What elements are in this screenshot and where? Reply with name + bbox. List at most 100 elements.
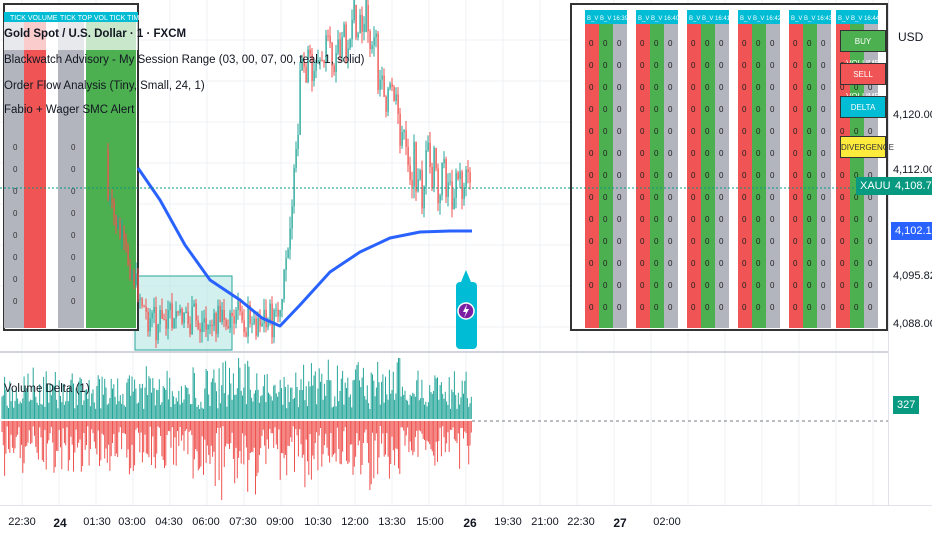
table-column — [715, 24, 729, 328]
table-column — [701, 24, 715, 328]
table-cell: 0 — [617, 303, 622, 312]
candle-body — [245, 332, 247, 337]
table-cell: 0 — [654, 215, 659, 224]
table-cell: 0 — [807, 149, 812, 158]
table-cell: 0 — [640, 127, 645, 136]
candle-body — [395, 94, 397, 101]
left-table-cell: 0 — [13, 143, 18, 152]
candle-body — [399, 113, 401, 146]
table-cell: 0 — [705, 149, 710, 158]
candle-body — [413, 142, 415, 187]
table-header: B_V B_V 16:39 — [587, 16, 629, 22]
candle-body — [291, 206, 293, 229]
table-cell: 0 — [742, 83, 747, 92]
table-cell: 0 — [742, 281, 747, 290]
time-label: 06:00 — [192, 516, 220, 528]
table-cell: 0 — [668, 171, 673, 180]
candle-body — [271, 303, 273, 338]
price-axis[interactable]: 4,120.00 4,112.00 4,095.82 4,088.00 — [888, 0, 932, 505]
candle-body — [109, 199, 111, 201]
left-table-cell: 0 — [71, 275, 76, 284]
table-cell: 0 — [603, 61, 608, 70]
price-label: 4,112.00 — [893, 164, 932, 176]
candle-body — [177, 311, 179, 313]
indicator-order-flow[interactable]: Order Flow Analysis (Tiny, Small, 24, 1) — [4, 80, 205, 92]
table-cell: 0 — [640, 149, 645, 158]
left-table-cell: 0 — [13, 253, 18, 262]
candle-body — [405, 130, 407, 147]
symbol-title[interactable]: Gold Spot / U.S. Dollar · 1 · FXCM — [4, 28, 187, 40]
candle-body — [465, 169, 467, 188]
table-cell: 0 — [793, 237, 798, 246]
candle-body — [163, 318, 165, 320]
candle-body — [129, 264, 131, 279]
time-axis[interactable]: 22:30 24 01:30 03:00 04:30 06:00 07:30 0… — [0, 505, 932, 551]
indicator-session-range[interactable]: Blackwatch Advisory - My Session Range (… — [4, 54, 365, 66]
candle-body — [357, 33, 359, 38]
candle-body — [197, 320, 199, 329]
left-table-cell: 0 — [71, 253, 76, 262]
table-cell: 0 — [640, 303, 645, 312]
candle-body — [227, 326, 229, 329]
table-cell: 0 — [756, 83, 761, 92]
table-cell: 0 — [807, 259, 812, 268]
time-label: 22:30 — [567, 516, 595, 528]
candle-body — [459, 171, 461, 179]
last-price-badge: 4,108.70 — [891, 177, 932, 195]
candle-body — [411, 180, 413, 187]
table-cell: 0 — [756, 105, 761, 114]
table-cell: 0 — [756, 259, 761, 268]
left-table-cell: 0 — [13, 275, 18, 284]
table-cell: 0 — [617, 259, 622, 268]
left-table-cell: 0 — [13, 187, 18, 196]
currency-label: USD — [898, 30, 924, 44]
table-cell: 0 — [705, 281, 710, 290]
table-cell: 0 — [793, 105, 798, 114]
table-cell: 0 — [868, 259, 873, 268]
lightning-bolt-icon — [463, 304, 469, 318]
candle-body — [427, 142, 429, 151]
table-column — [817, 24, 831, 328]
candle-body — [301, 58, 303, 71]
table-cell: 0 — [719, 215, 724, 224]
table-header: B_V B_V 16:40 — [638, 16, 680, 22]
price-label: 4,095.82 — [893, 270, 932, 282]
table-cell: 0 — [719, 127, 724, 136]
table-cell: 0 — [668, 149, 673, 158]
candle-body — [255, 318, 257, 336]
candle-body — [147, 311, 149, 332]
candle-body — [379, 79, 381, 90]
candle-body — [127, 246, 129, 265]
candle-body — [457, 172, 459, 179]
volume-delta-legend[interactable]: Volume Delta (1) — [4, 383, 90, 395]
table-cell: 0 — [617, 215, 622, 224]
table-cell: 0 — [589, 215, 594, 224]
indicator-smc-alert[interactable]: Fabio + Wager SMC Alert — [4, 104, 135, 116]
candle-body — [209, 324, 211, 326]
table-cell: 0 — [719, 259, 724, 268]
candle-body — [421, 170, 423, 209]
table-header-bar — [789, 10, 831, 24]
time-label: 12:00 — [341, 516, 369, 528]
left-table-column — [46, 22, 58, 328]
candle-body — [143, 305, 145, 307]
table-cell: 0 — [691, 105, 696, 114]
candle-body — [277, 309, 279, 317]
candle-body — [397, 94, 399, 114]
candle-body — [371, 45, 373, 49]
ma-price-badge: 4,102.10 — [891, 222, 932, 240]
table-cell: 0 — [854, 281, 859, 290]
table-cell: 0 — [840, 237, 845, 246]
left-table-cell: 0 — [71, 231, 76, 240]
table-cell: 0 — [756, 303, 761, 312]
candle-body — [331, 42, 333, 66]
table-cell: 0 — [807, 83, 812, 92]
table-cell: 0 — [654, 127, 659, 136]
candle-body — [151, 312, 153, 319]
left-table-column — [4, 22, 26, 328]
candle-body — [451, 181, 453, 210]
table-cell: 0 — [807, 303, 812, 312]
table-cell: 0 — [603, 303, 608, 312]
table-cell: 0 — [589, 281, 594, 290]
table-cell: 0 — [770, 259, 775, 268]
